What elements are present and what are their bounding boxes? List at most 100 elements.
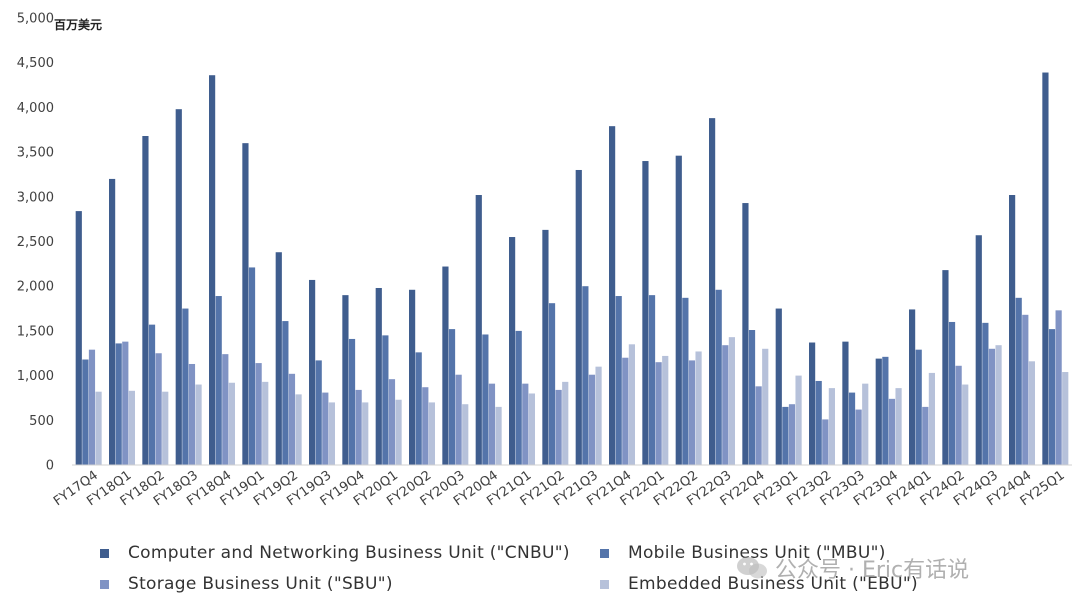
bar-fy21q1-s2 bbox=[522, 383, 529, 465]
bar-fy23q2-s3 bbox=[828, 388, 835, 465]
legend-item-cnbu: Computer and Networking Business Unit ("… bbox=[100, 541, 570, 565]
bar-fy23q1-s2 bbox=[788, 404, 796, 465]
bar-fy23q1-s0 bbox=[775, 308, 782, 465]
bar-fy23q3-s1 bbox=[848, 392, 856, 465]
bar-fy24q2-s3 bbox=[962, 384, 969, 465]
y-tick-label: 500 bbox=[29, 414, 54, 429]
bar-fy21q2-s3 bbox=[562, 381, 569, 465]
bar-fy22q4-s1 bbox=[748, 330, 756, 465]
bar-fy23q1-s1 bbox=[782, 406, 789, 465]
legend-swatch-mbu bbox=[600, 548, 609, 558]
y-tick-label: 3,500 bbox=[17, 146, 54, 161]
y-tick-label: 5,000 bbox=[17, 12, 54, 27]
bar-fy22q3-s1 bbox=[715, 289, 722, 465]
bar-fy19q2-s2 bbox=[288, 373, 296, 465]
bar-fy17q4-s1 bbox=[82, 359, 89, 465]
bar-chart: 0 500 1,000 1,500 2,000 2,500 3,000 3,500 4,000 4… bbox=[17, 12, 1072, 509]
bar-fy19q1-s0 bbox=[242, 143, 249, 465]
y-tick-label: 2,000 bbox=[17, 280, 54, 295]
bar-fy21q3-s0 bbox=[575, 169, 582, 466]
y-tick-label: 1,000 bbox=[17, 369, 54, 384]
bar-fy20q1-s0 bbox=[375, 287, 382, 465]
legend-swatch-ebu bbox=[600, 579, 609, 589]
bar-fy22q1-s0 bbox=[642, 161, 649, 466]
bar-fy23q3-s3 bbox=[862, 383, 869, 465]
bar-fy20q2-s1 bbox=[415, 352, 422, 465]
bar-fy22q2-s0 bbox=[675, 155, 682, 465]
bar-fy24q3-s3 bbox=[995, 345, 1002, 465]
legend-label-sbu: Storage Business Unit ("SBU") bbox=[128, 574, 393, 594]
bar-fy24q4-s0 bbox=[1009, 195, 1016, 465]
y-tick-label: 2,500 bbox=[17, 235, 54, 250]
watermark-text: 公众号 · Eric有话说 bbox=[775, 558, 970, 583]
bar-fy17q4-s2 bbox=[88, 349, 96, 465]
bar-fy24q1-s3 bbox=[928, 372, 935, 465]
bar-fy22q2-s1 bbox=[682, 297, 689, 465]
watermark: 公众号 · Eric有话说 bbox=[735, 552, 969, 584]
bar-fy22q3-s3 bbox=[728, 337, 735, 465]
bar-fy21q2-s1 bbox=[548, 303, 556, 465]
wechat-icon bbox=[737, 557, 767, 579]
bar-fy18q1-s0 bbox=[109, 178, 116, 466]
bar-fy17q4-s0 bbox=[75, 211, 82, 465]
bar-fy22q3-s0 bbox=[709, 118, 716, 465]
bar-fy19q4-s1 bbox=[348, 338, 356, 465]
bar-fy18q1-s1 bbox=[115, 343, 122, 465]
bar-fy24q3-s0 bbox=[975, 235, 982, 465]
bar-fy23q2-s1 bbox=[815, 380, 822, 465]
bar-fy19q4-s2 bbox=[355, 389, 362, 465]
bar-fy21q3-s1 bbox=[582, 286, 589, 465]
bar-fy19q2-s0 bbox=[275, 252, 282, 465]
bar-fy18q2-s3 bbox=[162, 391, 169, 465]
bar-fy23q1-s3 bbox=[795, 375, 802, 465]
bar-fy18q4-s2 bbox=[222, 354, 229, 465]
bar-fy18q3-s1 bbox=[182, 308, 189, 465]
legend-item-ebu: Embedded Business Unit ("EBU") bbox=[600, 572, 918, 596]
bar-fy24q1-s1 bbox=[915, 349, 922, 465]
legend-item-mbu: Mobile Business Unit ("MBU") bbox=[600, 541, 886, 565]
legend: Computer and Networking Business Unit ("… bbox=[100, 538, 1000, 602]
bars-group bbox=[75, 72, 1069, 466]
bar-fy24q1-s0 bbox=[909, 309, 916, 465]
bar-fy25q1-s2 bbox=[1055, 310, 1062, 465]
legend-label-cnbu: Computer and Networking Business Unit ("… bbox=[128, 543, 570, 563]
bar-fy21q3-s3 bbox=[595, 366, 602, 465]
bar-fy23q2-s0 bbox=[809, 342, 816, 465]
y-tick-label: 0 bbox=[46, 459, 54, 474]
bar-fy17q4-s3 bbox=[95, 391, 102, 465]
bar-fy18q1-s3 bbox=[128, 390, 135, 465]
bar-fy19q1-s3 bbox=[262, 381, 269, 465]
bar-fy19q2-s1 bbox=[282, 321, 289, 465]
bar-fy20q3-s3 bbox=[462, 404, 469, 465]
bar-fy20q3-s0 bbox=[442, 266, 449, 465]
bar-fy19q3-s2 bbox=[322, 392, 329, 465]
y-tick-label: 4,000 bbox=[17, 101, 54, 116]
bar-fy22q1-s2 bbox=[655, 362, 662, 465]
bar-fy21q2-s0 bbox=[542, 229, 549, 465]
bar-fy20q1-s1 bbox=[382, 335, 389, 465]
bar-fy21q4-s2 bbox=[622, 357, 629, 465]
bar-fy20q1-s2 bbox=[388, 379, 396, 465]
bar-fy20q3-s2 bbox=[455, 374, 462, 465]
bar-fy23q3-s0 bbox=[842, 341, 849, 465]
bar-fy18q3-s0 bbox=[175, 109, 182, 465]
bar-fy24q2-s2 bbox=[955, 365, 962, 465]
bar-fy18q3-s2 bbox=[188, 363, 196, 465]
bar-fy19q2-s3 bbox=[295, 394, 302, 465]
bar-fy22q1-s3 bbox=[662, 355, 669, 465]
y-axis-ticks: 0 500 1,000 1,500 2,000 2,500 3,000 3,500 4,000 4… bbox=[17, 12, 54, 474]
bar-fy21q3-s2 bbox=[588, 374, 596, 465]
bar-fy21q4-s0 bbox=[609, 126, 616, 466]
bar-fy18q1-s2 bbox=[122, 341, 129, 465]
bar-fy25q1-s3 bbox=[1062, 372, 1069, 465]
bar-fy23q4-s0 bbox=[875, 358, 882, 465]
bar-fy22q2-s3 bbox=[695, 351, 702, 465]
bar-fy19q4-s3 bbox=[362, 402, 369, 465]
bar-fy23q4-s3 bbox=[895, 388, 902, 465]
bar-fy19q3-s1 bbox=[315, 360, 322, 465]
bar-fy21q4-s1 bbox=[615, 296, 622, 465]
bar-fy24q1-s2 bbox=[922, 406, 929, 465]
bar-fy24q3-s2 bbox=[988, 348, 996, 465]
bar-fy20q1-s3 bbox=[395, 399, 402, 465]
bar-fy18q2-s2 bbox=[155, 353, 162, 465]
